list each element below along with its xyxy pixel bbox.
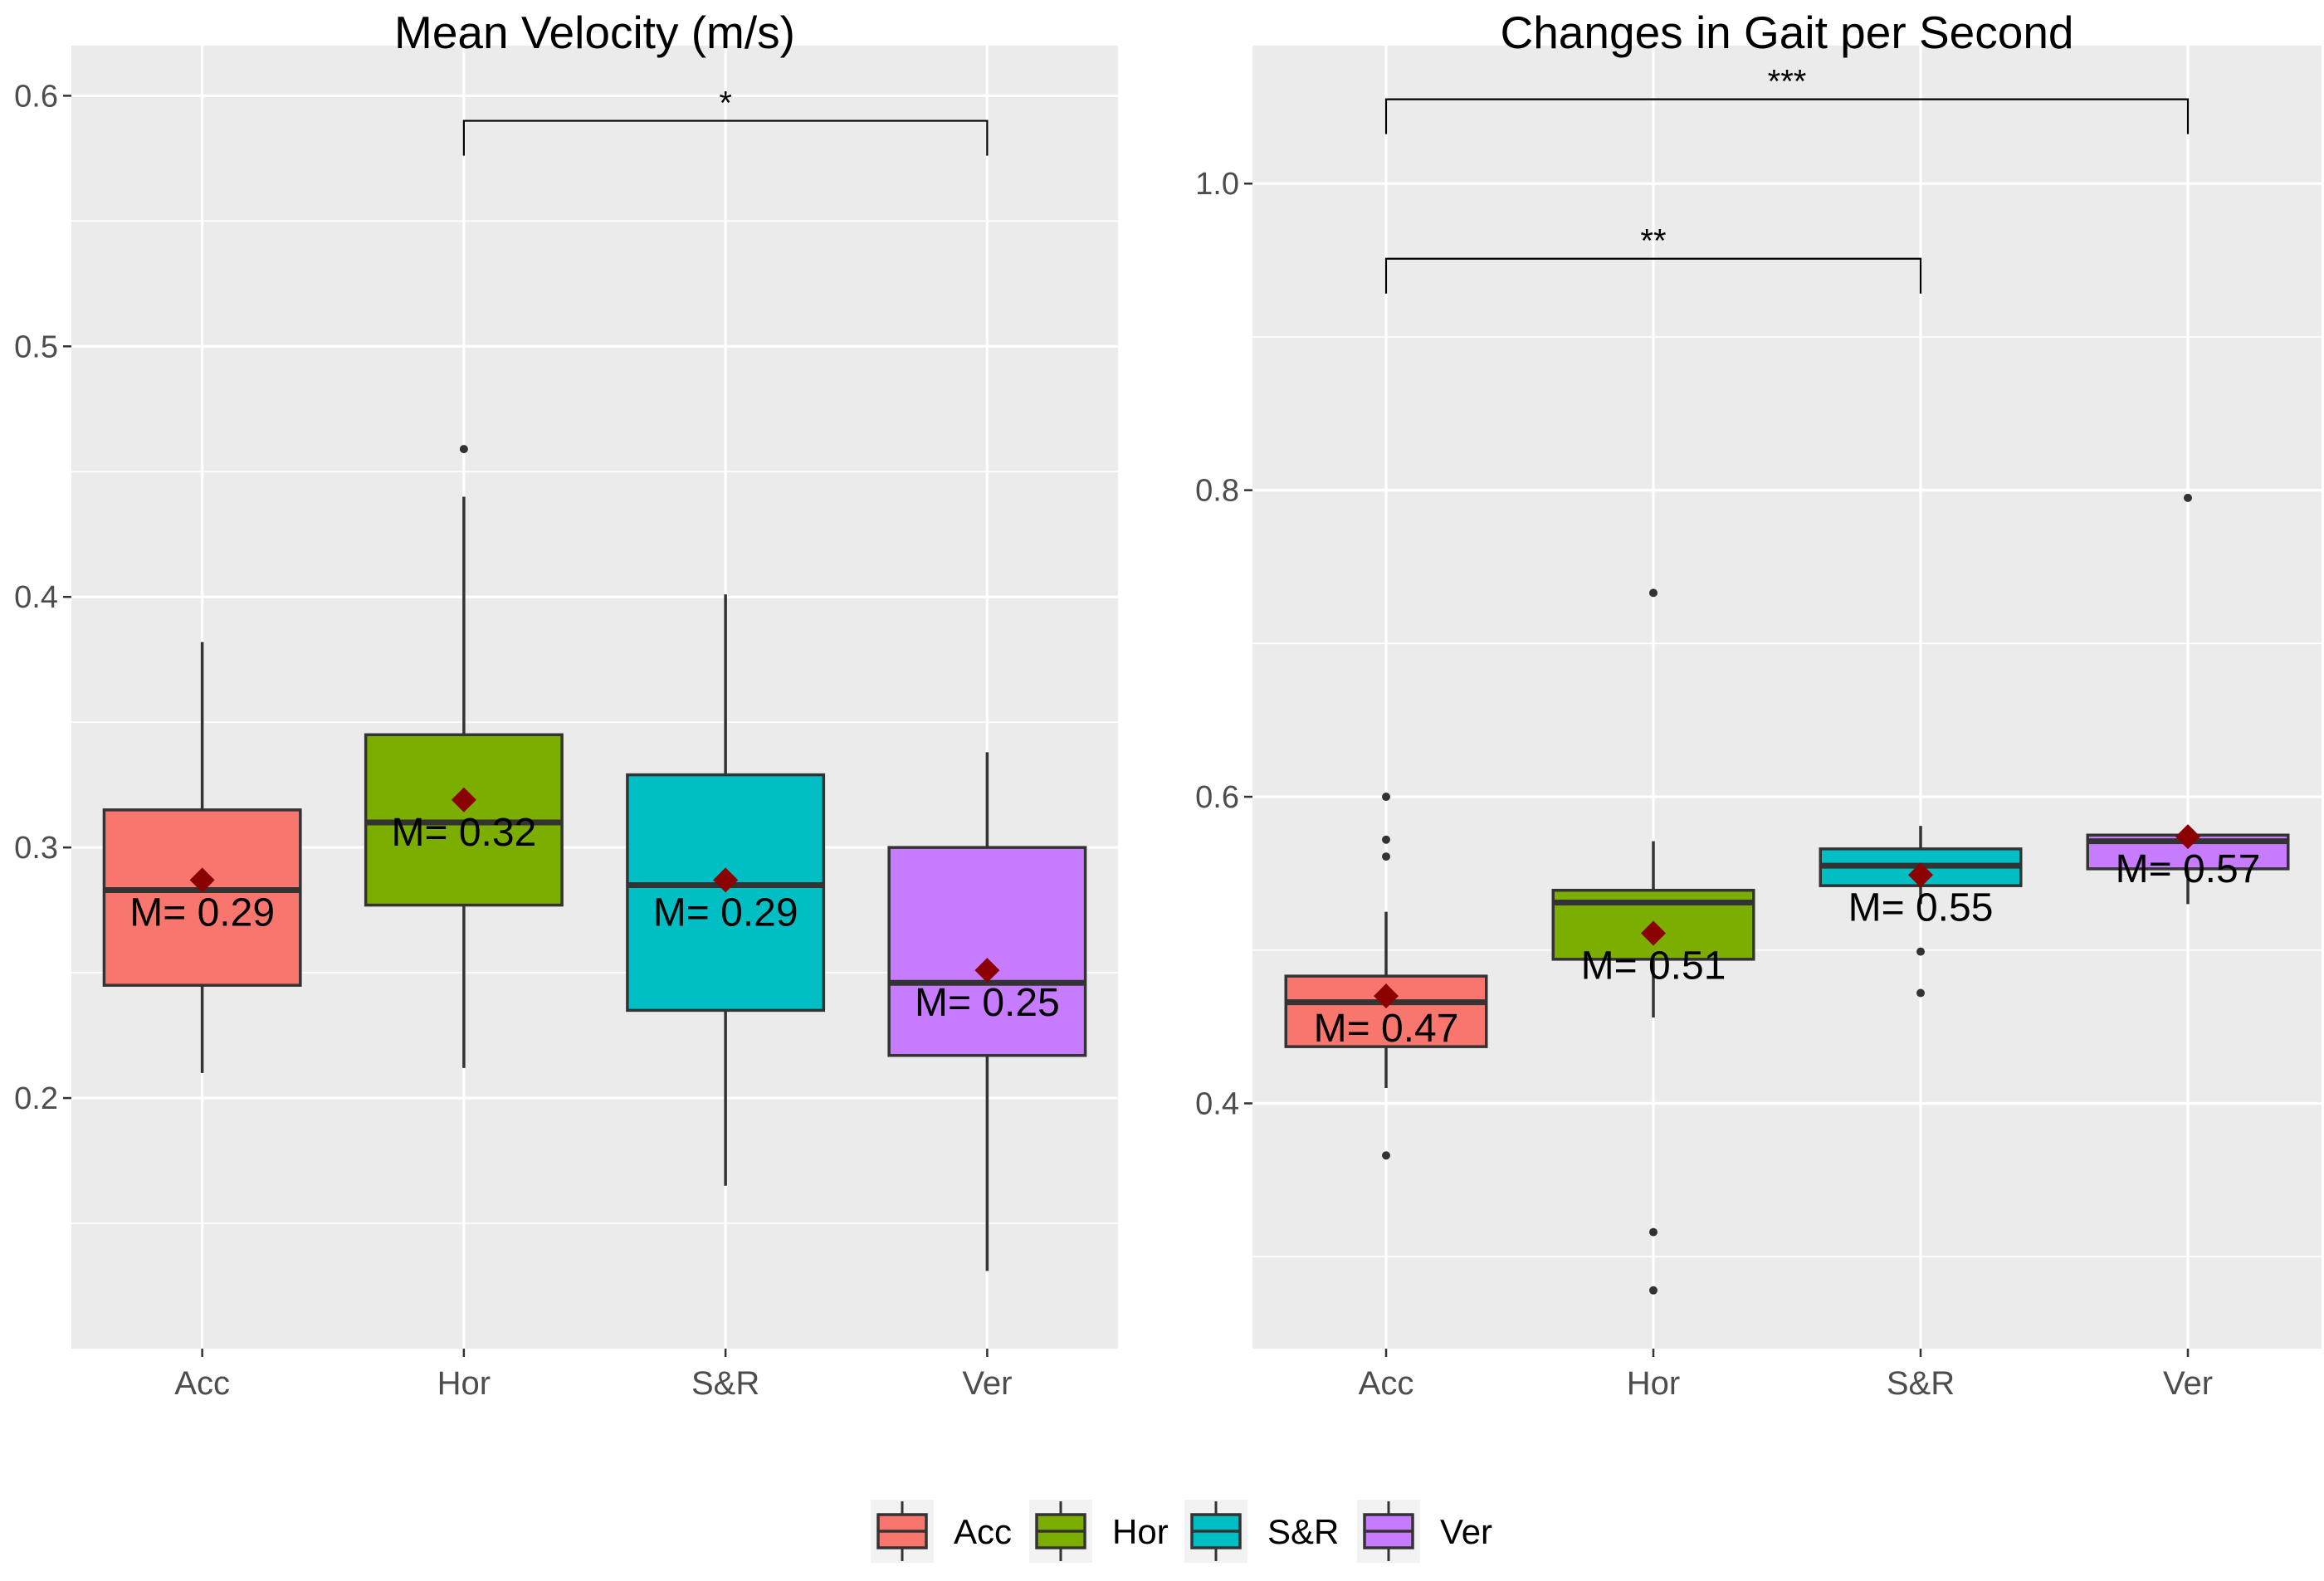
- outlier-point: [1916, 988, 1925, 998]
- legend-label: Hor: [1112, 1512, 1169, 1551]
- y-tick-label: 0.6: [14, 79, 58, 114]
- outlier-point: [459, 445, 468, 454]
- box-ver: M= 0.57: [2086, 493, 2290, 905]
- significance-bracket: **: [1384, 223, 1922, 294]
- significance-label: ***: [1768, 64, 1807, 100]
- y-tick-label: 0.4: [1195, 1086, 1239, 1121]
- mean-marker: [1908, 862, 1933, 888]
- y-tick-label: 0.3: [14, 831, 58, 866]
- mean-label: M= 0.29: [653, 891, 798, 934]
- mean-marker: [1641, 920, 1666, 946]
- bracket-line: [1384, 98, 2190, 134]
- mean-label: M= 0.55: [1848, 886, 1994, 930]
- mean-label: M= 0.32: [391, 811, 536, 855]
- legend-item-hor: Hor: [1029, 1500, 1169, 1563]
- significance-bracket: *: [462, 85, 989, 156]
- legend-item-sandr: S&R: [1184, 1500, 1339, 1563]
- chart-title: Mean Velocity (m/s): [394, 7, 795, 58]
- mean-label: M= 0.51: [1581, 944, 1726, 988]
- legend-label: Acc: [954, 1512, 1012, 1551]
- box-body: [102, 808, 302, 987]
- mean-label: M= 0.25: [915, 981, 1060, 1025]
- mean-label: M= 0.57: [2116, 847, 2261, 891]
- y-tick-label: 0.4: [14, 580, 58, 615]
- legend-label: Ver: [1440, 1512, 1492, 1551]
- mean-marker: [189, 867, 215, 893]
- bracket-line: [1384, 257, 1922, 294]
- mean-label: M= 0.29: [129, 891, 275, 934]
- outlier-point: [1382, 1151, 1390, 1160]
- x-tick-label-acc: Acc: [174, 1365, 230, 1402]
- outlier-point: [1382, 835, 1390, 844]
- legend-item-ver: Ver: [1357, 1500, 1492, 1563]
- outlier-point: [1382, 852, 1390, 861]
- legend-label: S&R: [1267, 1512, 1339, 1551]
- mean-marker: [974, 958, 1000, 983]
- x-tick-label-hor: Hor: [437, 1365, 491, 1402]
- y-tick-label: 0.2: [14, 1081, 58, 1116]
- mean-marker: [451, 787, 476, 812]
- outlier-point: [1649, 588, 1658, 598]
- x-tick-label-ver: Ver: [962, 1365, 1012, 1402]
- panel-1: 0.2 0.3 0.4 0.5 0.6 Acc Hor S&R Ver Mean Velocity…: [14, 7, 1118, 1402]
- significance-label: *: [719, 85, 732, 122]
- outlier-point: [1916, 947, 1925, 956]
- x-tick-label-sandr: S&R: [691, 1365, 759, 1402]
- significance-bracket: ***: [1384, 64, 2190, 134]
- x-tick-label-acc: Acc: [1359, 1365, 1414, 1402]
- box-hor: M= 0.32: [364, 445, 564, 1068]
- box-body: [887, 846, 1087, 1057]
- box-hor: M= 0.51: [1551, 588, 1755, 1295]
- y-tick-label: 0.5: [14, 329, 58, 364]
- box-sandr: M= 0.29: [626, 594, 826, 1186]
- panel-background: [71, 46, 1118, 1349]
- x-tick-label-hor: Hor: [1627, 1365, 1680, 1402]
- box-sandr: M= 0.55: [1819, 826, 2023, 998]
- box-acc: M= 0.47: [1284, 793, 1488, 1160]
- panel-background: [1252, 46, 2322, 1349]
- box-acc: M= 0.29: [102, 642, 302, 1073]
- mean-marker: [2175, 824, 2200, 850]
- mean-marker: [713, 867, 739, 893]
- outlier-point: [1649, 1286, 1658, 1295]
- y-tick-label: 1.0: [1195, 167, 1239, 202]
- x-tick-label-ver: Ver: [2163, 1365, 2213, 1402]
- panel-2: 0.4 0.6 0.8 1.0 Acc Hor S&R Ver Changes in Gait …: [1195, 7, 2322, 1402]
- outlier-point: [1649, 1227, 1658, 1237]
- mean-label: M= 0.47: [1314, 1007, 1459, 1051]
- bracket-line: [462, 120, 989, 156]
- y-tick-label: 0.8: [1195, 474, 1239, 509]
- outlier-point: [1382, 793, 1390, 802]
- legend-item-acc: Acc: [871, 1500, 1012, 1563]
- x-tick-label-sandr: S&R: [1887, 1365, 1955, 1402]
- box-body: [626, 773, 826, 1013]
- y-tick-label: 0.6: [1195, 780, 1239, 815]
- legend: Acc Hor S&R Ver: [871, 1500, 1492, 1563]
- mean-marker: [1374, 983, 1399, 1009]
- box-ver: M= 0.25: [887, 752, 1087, 1271]
- chart-title: Changes in Gait per Second: [1501, 7, 2074, 58]
- significance-label: **: [1640, 223, 1666, 260]
- outlier-point: [2184, 493, 2192, 502]
